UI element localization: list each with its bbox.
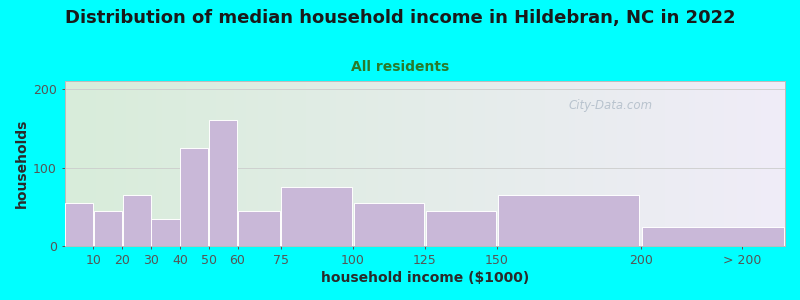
Bar [94,211,122,246]
Bar [122,195,151,246]
Text: City-Data.com: City-Data.com [569,99,653,112]
Bar [426,211,496,246]
Bar [238,211,280,246]
Bar [209,120,238,246]
Bar [282,187,352,246]
Bar [498,195,639,246]
Bar [354,203,424,246]
Bar [180,148,209,246]
Bar [642,226,783,246]
Bar [151,219,180,246]
Bar [65,203,94,246]
X-axis label: household income ($1000): household income ($1000) [321,271,529,285]
Text: Distribution of median household income in Hildebran, NC in 2022: Distribution of median household income … [65,9,735,27]
Y-axis label: households: households [15,119,29,208]
Text: All residents: All residents [351,60,449,74]
